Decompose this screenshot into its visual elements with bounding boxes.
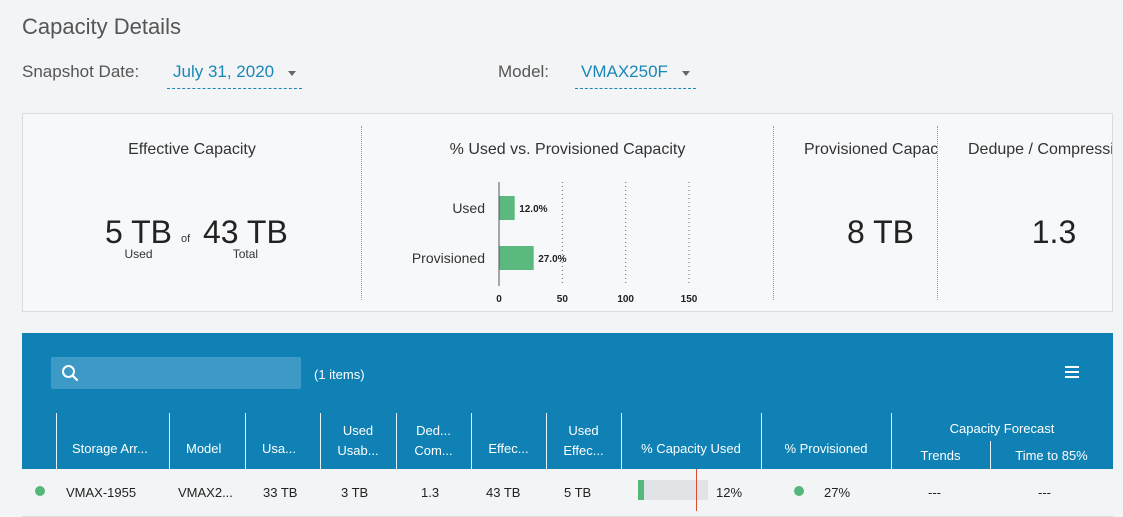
chevron-down-icon [288, 70, 297, 76]
cell-capacity-used-pct: 12% [716, 485, 743, 500]
search-input[interactable] [51, 357, 301, 389]
effective-total: 43 TB Total [203, 214, 288, 261]
provisioned-capacity-value: 8 TB [847, 214, 914, 250]
chart-category-label: Provisioned [412, 250, 485, 266]
column-header-provisioned[interactable]: % Provisioned [784, 441, 868, 456]
column-header-line: Usab... [337, 443, 379, 458]
storage-array-table: (1 items) Storage Arr... Model Usa... Us… [22, 333, 1113, 517]
snapshot-date-label: Snapshot Date: [22, 62, 140, 81]
chart-tick-label: 100 [617, 294, 634, 305]
cell-used-effective: 5 TB [564, 485, 592, 500]
cell-effective: 43 TB [486, 485, 521, 500]
column-header-effective[interactable]: Effec... [488, 441, 529, 456]
column-header-used-effective[interactable]: Used Effec... [546, 421, 621, 461]
chart-category-label: Used [452, 200, 485, 216]
item-count: (1 items) [314, 367, 365, 382]
dedupe-compression-title: Dedupe / Compression [968, 141, 1112, 158]
column-header-capacity-forecast: Capacity Forecast [949, 421, 1055, 436]
column-header-line: Effec... [563, 443, 604, 458]
chart-bar [499, 246, 534, 270]
model-label: Model: [498, 62, 550, 81]
column-separator [621, 413, 622, 469]
effective-used-label: Used [124, 247, 153, 261]
used-vs-provisioned-chart: 0 50 100 150 Used 12.0% Provisioned 27.0% [412, 182, 698, 305]
effective-capacity-title: Effective Capacity [128, 141, 256, 158]
cell-provisioned-pct: 27% [824, 485, 851, 500]
effective-used-value: 5 TB [105, 214, 172, 250]
search-icon [62, 365, 79, 382]
cell-time-to-85: --- [1038, 485, 1051, 500]
snapshot-date-dropdown[interactable]: July 31, 2020 [167, 62, 303, 89]
dedupe-compression-value: 1.3 [1031, 214, 1077, 250]
column-separator [761, 413, 762, 469]
snapshot-date-value: July 31, 2020 [173, 62, 275, 81]
column-header-line: Ded... [416, 423, 451, 438]
cell-trends: --- [928, 485, 941, 500]
provisioned-status-icon [794, 486, 804, 496]
capacity-used-bar [638, 480, 708, 500]
column-header-capacity-used[interactable]: % Capacity Used [641, 441, 741, 456]
column-header-line: Used [568, 423, 599, 438]
dedupe-compression-panel: Dedupe / Compression 1.3 [938, 114, 1112, 311]
provisioned-capacity-title: Provisioned Capacity [804, 141, 937, 158]
chart-tick-label: 50 [557, 294, 569, 305]
column-separator [396, 413, 397, 469]
column-separator [169, 413, 170, 469]
model-dropdown[interactable]: VMAX250F [575, 62, 696, 89]
column-separator [245, 413, 246, 469]
capacity-threshold-marker [696, 469, 697, 511]
used-vs-provisioned-title: % Used vs. Provisioned Capacity [449, 141, 686, 158]
chart-tick-label: 0 [496, 294, 502, 305]
panel-divider [361, 126, 362, 300]
capacity-summary-card: Effective Capacity 5 TB Used of 43 TB To… [22, 113, 1113, 312]
chart-tick-label: 150 [681, 294, 698, 305]
cell-usable: 33 TB [263, 485, 298, 500]
column-separator [891, 413, 892, 469]
chart-data-label: 27.0% [538, 254, 566, 265]
column-separator [320, 413, 321, 469]
column-header-time-to-85[interactable]: Time to 85% [1015, 448, 1088, 463]
cell-storage-array[interactable]: VMAX-1955 [66, 485, 137, 500]
column-header-line: Used [342, 423, 374, 438]
panel-divider [773, 126, 774, 300]
page-title: Capacity Details [22, 14, 181, 39]
column-separator [546, 413, 547, 469]
column-header-trends[interactable]: Trends [920, 448, 961, 463]
effective-total-value: 43 TB [203, 214, 288, 250]
menu-icon[interactable] [1065, 366, 1079, 378]
cell-used-usable: 3 TB [341, 485, 369, 500]
column-separator [990, 441, 991, 469]
capacity-used-bar-fill [638, 480, 644, 500]
effective-used: 5 TB Used [105, 214, 172, 261]
effective-of-label: of [181, 233, 191, 245]
chart-data-label: 12.0% [519, 204, 547, 215]
column-header-line: Com... [414, 443, 453, 458]
effective-total-label: Total [232, 247, 259, 261]
panel-divider [937, 126, 938, 300]
column-separator [471, 413, 472, 469]
effective-capacity-panel: Effective Capacity 5 TB Used of 43 TB To… [23, 114, 361, 311]
chart-bar [499, 196, 515, 220]
cell-model: VMAX2... [178, 485, 233, 500]
cell-dedupe: 1.3 [421, 485, 440, 500]
column-header-model[interactable]: Model [186, 441, 222, 456]
column-header-storage-array[interactable]: Storage Arr... [72, 441, 148, 456]
status-ok-icon [35, 486, 45, 496]
column-header-dedupe-compression[interactable]: Ded... Com... [396, 421, 471, 461]
model-value: VMAX250F [581, 62, 668, 81]
table-row[interactable]: VMAX-1955 VMAX2... 33 TB 3 TB 1.3 43 TB … [22, 469, 1113, 517]
used-vs-provisioned-panel: % Used vs. Provisioned Capacity 0 50 100 15… [362, 114, 773, 311]
chevron-down-icon [681, 70, 690, 76]
column-separator [56, 413, 57, 469]
provisioned-capacity-panel: Provisioned Capacity 8 TB [774, 114, 937, 311]
column-header-used-usable[interactable]: Used Usab... [320, 421, 396, 461]
column-header-usable[interactable]: Usa... [262, 441, 296, 456]
